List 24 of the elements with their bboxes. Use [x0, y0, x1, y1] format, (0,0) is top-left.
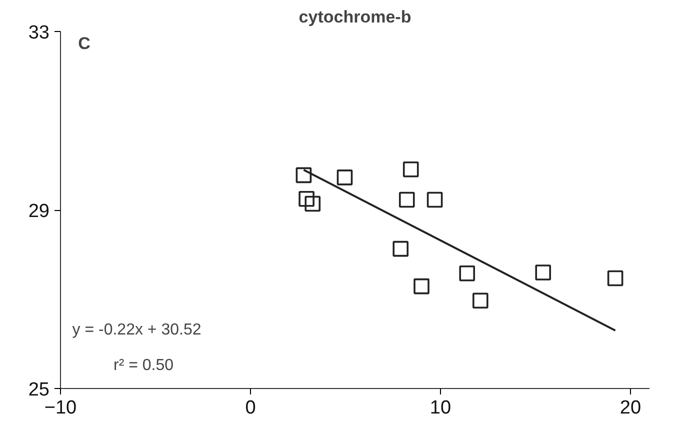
point [426, 192, 443, 208]
annotation: y = -0.22x + 30.52 [72, 322, 202, 339]
point [414, 278, 430, 294]
y-tick-label: 29 [28, 201, 50, 222]
y-tick-label: 33 [28, 22, 50, 44]
x-tick-label: −10 [44, 398, 77, 418]
annotation: r² = 0.50 [114, 357, 174, 374]
point [398, 192, 415, 208]
x-tick-label: 10 [430, 398, 452, 418]
x-tick-label: 20 [620, 398, 642, 418]
annotation: C [78, 34, 90, 53]
point [459, 265, 475, 282]
point [402, 161, 419, 178]
point [304, 196, 321, 212]
point [298, 190, 314, 207]
point [392, 240, 408, 257]
point [336, 170, 353, 186]
point [296, 167, 312, 184]
point [472, 292, 488, 308]
y-tick-label: 25 [28, 380, 50, 400]
x-tick-label: 0 [245, 398, 256, 418]
point [607, 270, 624, 286]
chart-title: cytochrome-b [298, 8, 412, 26]
point [535, 264, 551, 280]
